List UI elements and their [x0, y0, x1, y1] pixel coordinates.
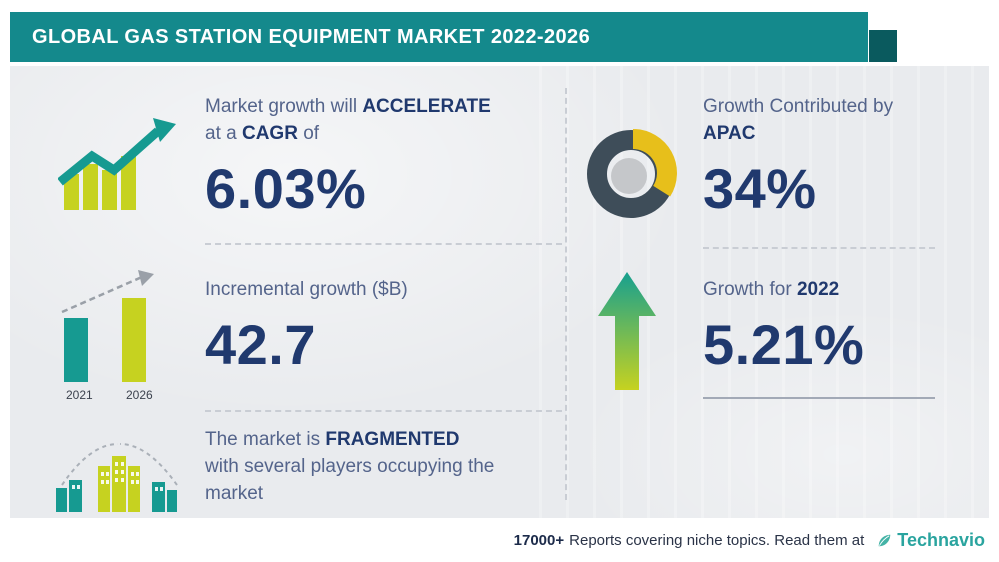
bar-chart-rising-arrow-icon [57, 118, 178, 210]
growth-2022-line: Growth for 2022 [703, 276, 965, 303]
leaf-icon [879, 534, 891, 546]
stat-apac-contribution: Growth Contributed by APAC 34% [703, 93, 965, 217]
apac-line-1: Growth Contributed by [703, 96, 894, 117]
bar-year-start-label: 2021 [66, 388, 93, 402]
stat-growth-2022: Growth for 2022 5.21% [703, 276, 965, 373]
cagr-accelerate-label: ACCELERATE [362, 96, 491, 117]
apac-value: 34% [703, 157, 817, 220]
apac-region-label: APAC [703, 123, 756, 144]
fragmented-pre: The market is [205, 429, 326, 450]
cagr-line-2: at a CAGR of [205, 120, 570, 147]
buildings-cluster-icon [52, 430, 187, 515]
header-accent-square [869, 30, 897, 62]
solid-separator [703, 397, 935, 399]
dashed-separator [703, 247, 935, 249]
footer-tagline: Reports covering niche topics. Read them… [569, 531, 865, 549]
dashed-separator [205, 243, 562, 245]
stat-cagr: Market growth will ACCELERATE at a CAGR … [205, 93, 570, 217]
cagr-line2-post: of [297, 123, 320, 144]
technavio-logo: Technavio [876, 530, 985, 551]
year-bars-arrow-icon [60, 270, 160, 382]
up-arrow-icon [598, 272, 656, 390]
header-bar: GLOBAL GAS STATION EQUIPMENT MARKET 2022… [10, 12, 868, 62]
bar-year-end-label: 2026 [126, 388, 153, 402]
cagr-value: 6.03% [205, 157, 367, 220]
cagr-label: CAGR [241, 123, 298, 144]
fragmented-text: The market is FRAGMENTED with several pl… [205, 426, 527, 507]
page-title: GLOBAL GAS STATION EQUIPMENT MARKET 2022… [32, 25, 591, 48]
growth-2022-year: 2022 [796, 279, 840, 300]
reports-count: 17000+ [513, 531, 565, 549]
dashed-separator [205, 410, 562, 412]
vertical-divider [565, 88, 567, 500]
incremental-label: Incremental growth ($B) [205, 279, 408, 300]
stat-market-structure: The market is FRAGMENTED with several pl… [205, 426, 527, 507]
fragmented-label: FRAGMENTED [325, 429, 460, 450]
cagr-line1-text: Market growth will [205, 96, 363, 117]
donut-chart-icon [586, 128, 678, 220]
footer-bar: 17000+ Reports covering niche topics. Re… [0, 518, 999, 562]
growth-2022-value: 5.21% [703, 313, 865, 376]
growth-2022-pre: Growth for [703, 279, 797, 300]
cagr-line-1: Market growth will ACCELERATE [205, 93, 570, 120]
incremental-value: 42.7 [205, 313, 316, 376]
cagr-line2-text: at a [205, 123, 242, 144]
brand-name: Technavio [897, 529, 985, 550]
fragmented-post: with several players occupying the marke… [205, 456, 495, 504]
stat-incremental-growth: Incremental growth ($B) 42.7 [205, 276, 570, 373]
content-area [10, 66, 989, 518]
